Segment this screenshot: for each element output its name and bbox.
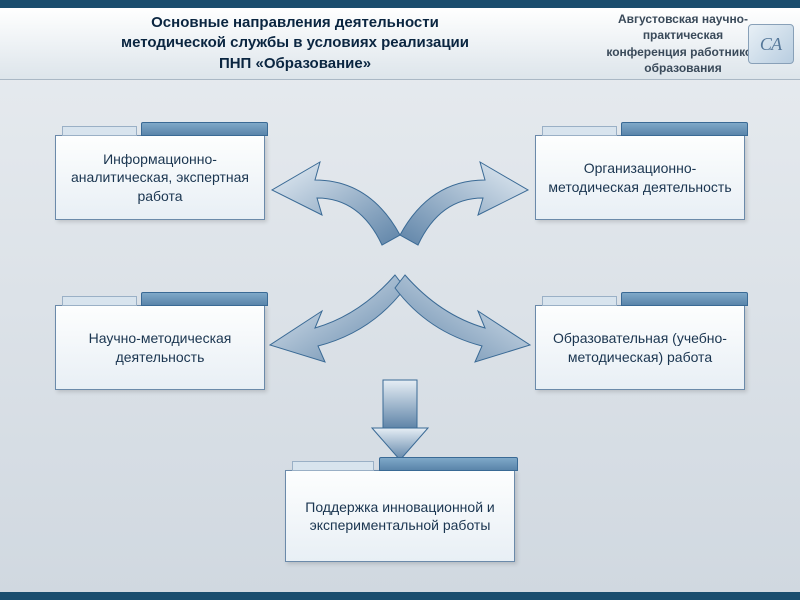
page-title: Основные направления деятельности методи… — [12, 13, 578, 74]
box-mid-right: Образовательная (учебно-методическая) ра… — [535, 305, 745, 390]
subtitle-line-4: образования — [644, 61, 721, 75]
arrow-top-left — [272, 162, 400, 245]
arrow-mid-right — [395, 275, 530, 362]
box-top-right: Организационно-методическая деятельность — [535, 135, 745, 220]
box-mid-left: Научно-методическая деятельность — [55, 305, 265, 390]
arrow-mid-left — [270, 275, 405, 362]
header-bar: Основные направления деятельности методи… — [0, 8, 800, 80]
title-line-2: методической службы в условиях реализаци… — [121, 34, 469, 51]
logo-badge: СА — [748, 24, 794, 64]
subtitle-line-3: конференция работников — [606, 45, 759, 59]
subtitle-line-2: практическая — [643, 28, 723, 42]
box-mid-right-label: Образовательная (учебно-методическая) ра… — [542, 329, 738, 365]
logo-text: СА — [760, 34, 782, 55]
box-top-left: Информационно-аналитическая, экспертная … — [55, 135, 265, 220]
box-top-right-label: Организационно-методическая деятельность — [542, 159, 738, 195]
box-bottom: Поддержка инновационной и эксперименталь… — [285, 470, 515, 562]
title-line-1: Основные направления деятельности — [151, 14, 439, 31]
subtitle-line-1: Августовская научно- — [618, 12, 748, 26]
box-mid-left-label: Научно-методическая деятельность — [62, 329, 258, 365]
box-top-left-label: Информационно-аналитическая, экспертная … — [62, 150, 258, 205]
arrow-bottom — [372, 380, 428, 460]
box-bottom-label: Поддержка инновационной и эксперименталь… — [292, 498, 508, 534]
arrow-top-right — [400, 162, 528, 245]
diagram-canvas: Информационно-аналитическая, экспертная … — [0, 80, 800, 600]
title-line-3: ПНП «Образование» — [219, 55, 371, 72]
